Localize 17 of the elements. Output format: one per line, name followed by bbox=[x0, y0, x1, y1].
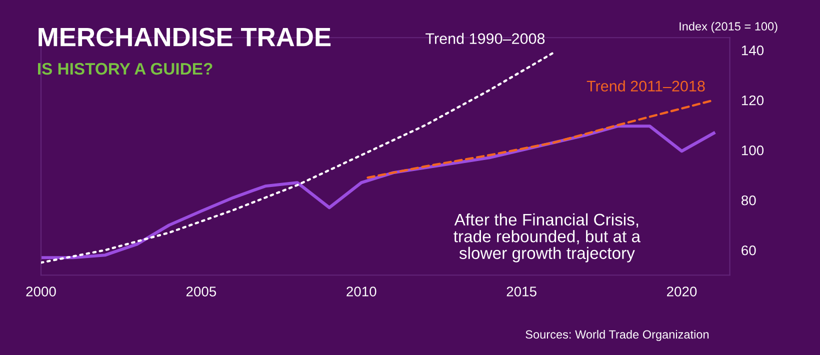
y-tick-label: 80 bbox=[742, 195, 756, 206]
y-tick-label: 100 bbox=[742, 145, 764, 156]
x-tick-label: 2005 bbox=[186, 286, 216, 296]
chart-title: MERCHANDISE TRADE bbox=[38, 28, 331, 46]
x-tick-label: 2010 bbox=[346, 286, 376, 296]
series-label: Trend 2011–2018 bbox=[586, 80, 705, 92]
x-tick-label: 2000 bbox=[26, 286, 56, 296]
y-tick-label: 60 bbox=[742, 245, 756, 256]
y-tick-label: 140 bbox=[742, 45, 764, 56]
x-tick-label: 2020 bbox=[666, 286, 697, 296]
y-tick-label: 120 bbox=[742, 95, 764, 106]
y-axis-title: Index (2015 = 100) bbox=[680, 22, 778, 33]
source-note: Sources: World Trade Organization bbox=[526, 330, 709, 341]
annotation: After the Financial Crisis, trade rebounded, but at a slower growth trajectory bbox=[454, 213, 641, 262]
x-tick-label: 2015 bbox=[506, 286, 536, 296]
text: IS HISTORY A GUIDE? bbox=[38, 62, 212, 75]
series-label: Trend 1990–2008 bbox=[426, 32, 545, 44]
